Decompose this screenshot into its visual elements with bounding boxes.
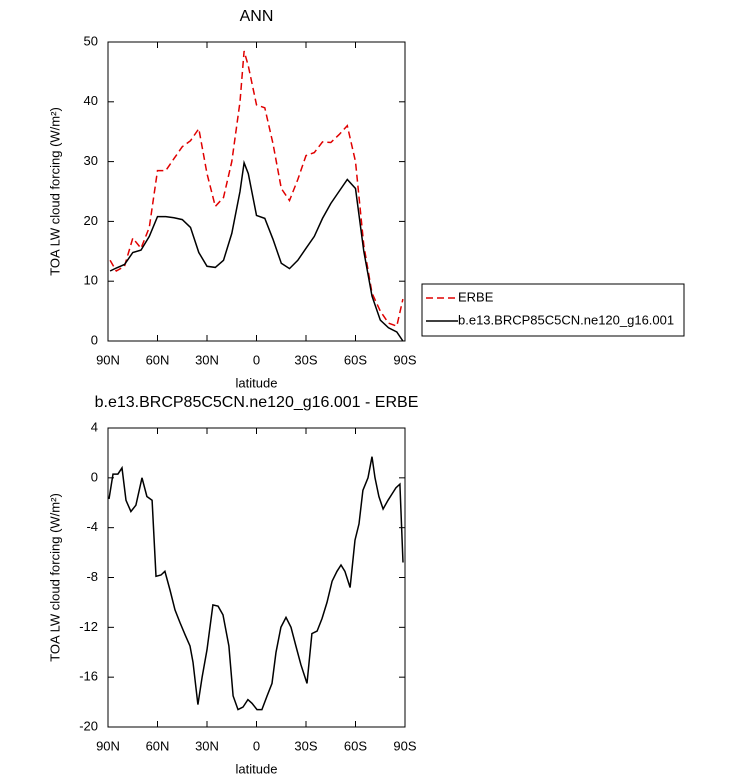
legend-label: ERBE — [458, 289, 494, 304]
chart-title: b.e13.BRCP85C5CN.ne120_g16.001 - ERBE — [95, 394, 419, 411]
data-line — [109, 159, 404, 342]
x-tick-label: 90N — [96, 738, 120, 753]
y-tick-label: -20 — [79, 718, 98, 733]
y-axis-label: TOA LW cloud forcing (W/m²) — [47, 107, 62, 276]
chart-title: ANN — [240, 8, 274, 25]
y-axis-label: TOA LW cloud forcing (W/m²) — [47, 493, 62, 662]
y-tick-label: -16 — [79, 669, 98, 684]
x-tick-label: 30N — [195, 738, 219, 753]
x-tick-label: 60N — [146, 352, 170, 367]
x-tick-label: 90S — [393, 738, 416, 753]
x-tick-label: 30S — [294, 352, 317, 367]
y-tick-label: 0 — [91, 332, 98, 347]
y-tick-label: 40 — [84, 93, 98, 108]
legend-box — [421, 283, 685, 337]
x-tick-label: 60N — [146, 738, 170, 753]
y-tick-label: 20 — [84, 213, 98, 228]
y-tick-label: 30 — [84, 153, 98, 168]
y-tick-label: -12 — [79, 619, 98, 634]
y-tick-label: -4 — [86, 519, 98, 534]
x-tick-label: 0 — [253, 352, 260, 367]
y-tick-label: 10 — [84, 273, 98, 288]
data-line — [109, 50, 404, 328]
plot-frame — [107, 427, 406, 728]
x-tick-label: 60S — [344, 352, 367, 367]
legend-label: b.e13.BRCP85C5CN.ne120_g16.001 — [458, 312, 674, 327]
x-tick-label: 0 — [253, 738, 260, 753]
y-tick-label: 50 — [84, 33, 98, 48]
x-tick-label: 30S — [294, 738, 317, 753]
x-tick-label: 90N — [96, 352, 120, 367]
x-tick-label: 60S — [344, 738, 367, 753]
plot-frame — [107, 41, 406, 342]
data-line — [108, 456, 404, 711]
y-tick-label: -8 — [86, 569, 98, 584]
y-tick-label: 0 — [91, 469, 98, 484]
x-axis-label: latitude — [236, 375, 278, 390]
x-axis-label: latitude — [236, 761, 278, 776]
y-tick-label: 4 — [91, 419, 98, 434]
x-tick-label: 90S — [393, 352, 416, 367]
x-tick-label: 30N — [195, 352, 219, 367]
